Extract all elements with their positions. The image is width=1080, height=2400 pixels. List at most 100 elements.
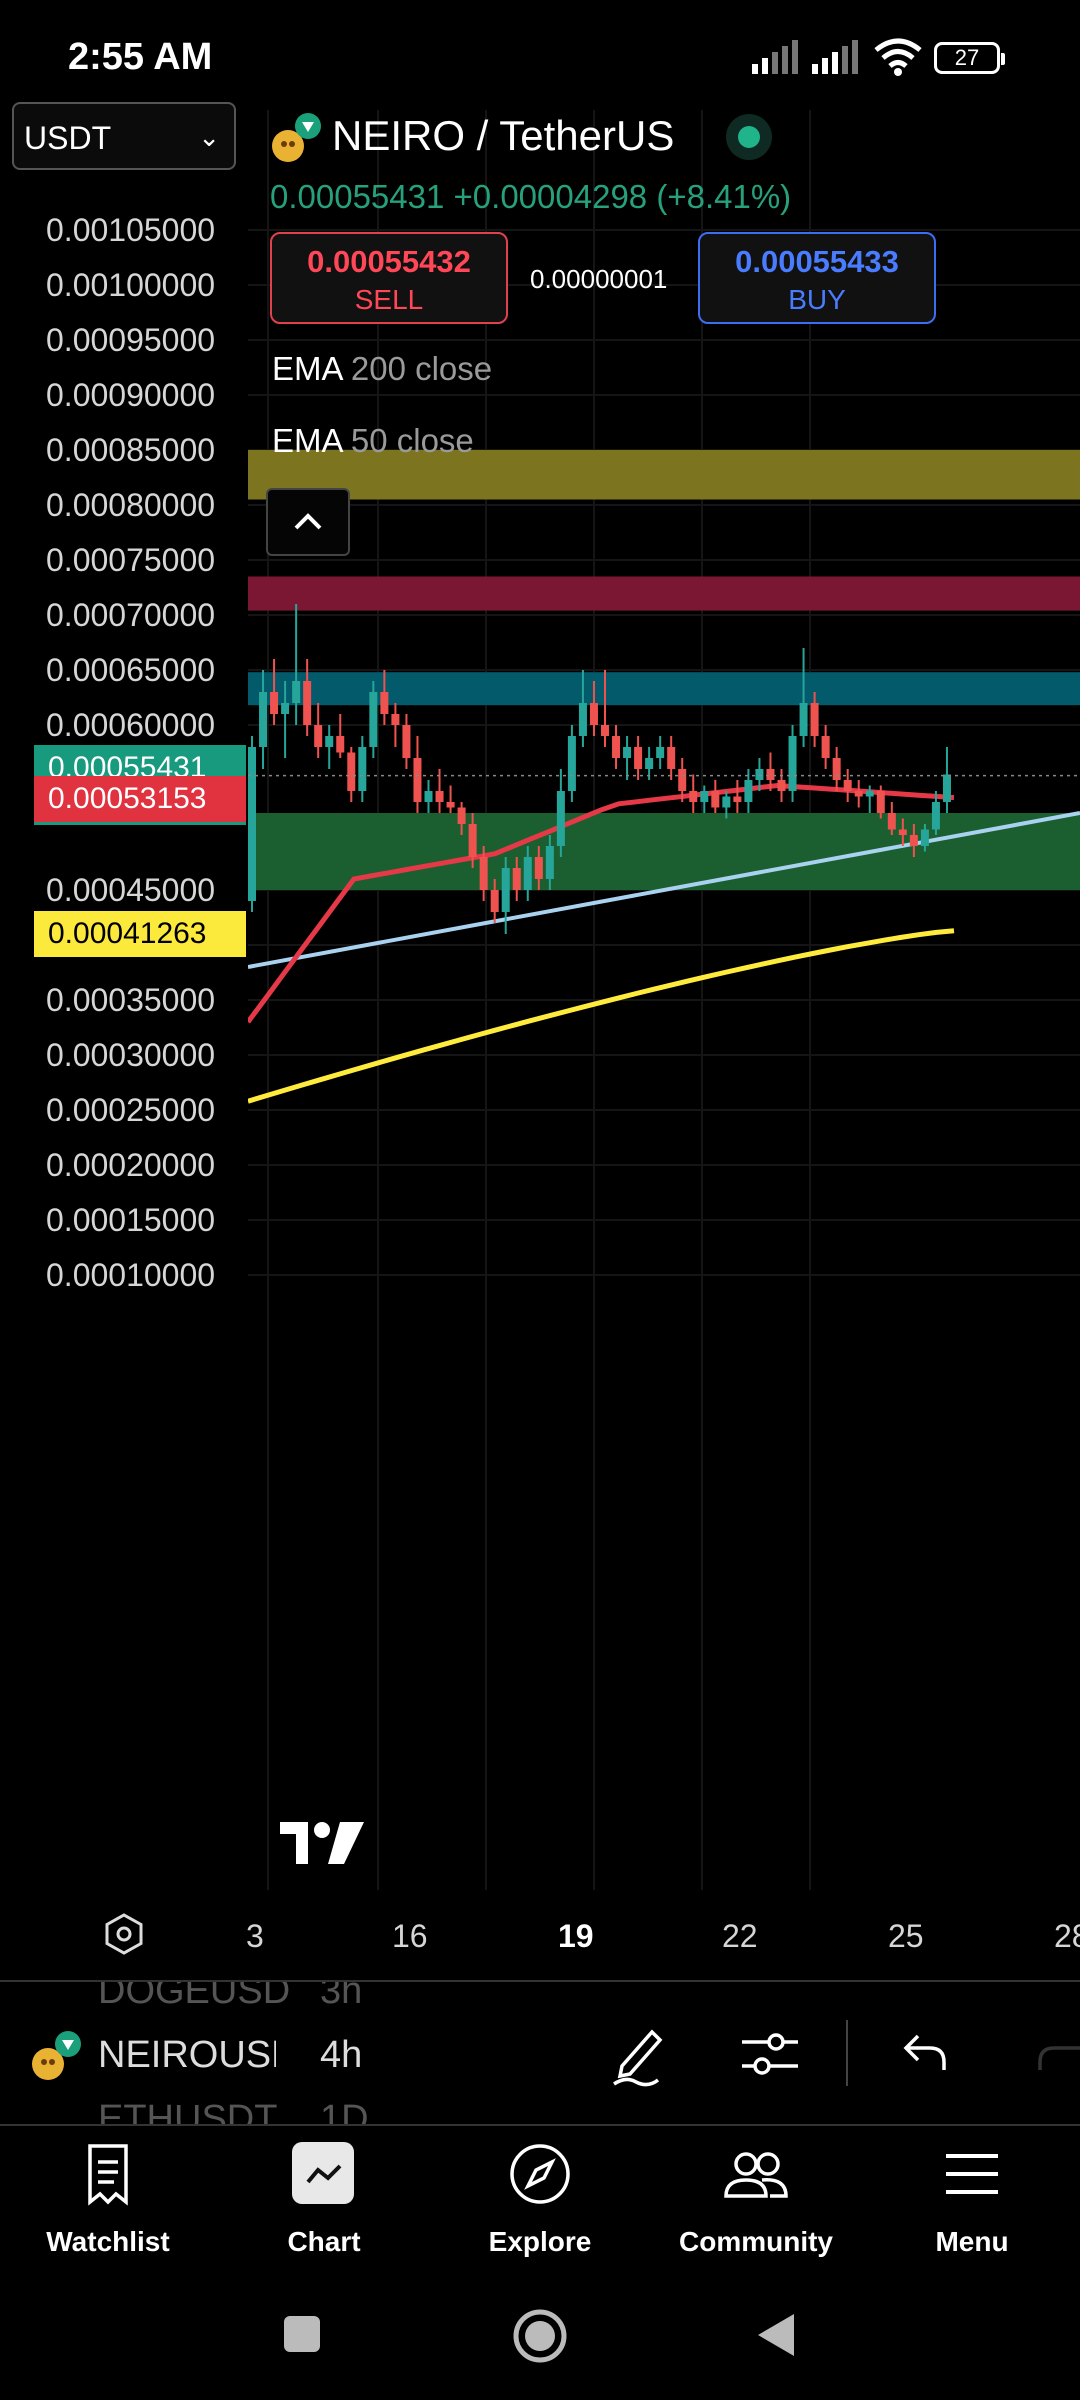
candle-body <box>755 769 764 780</box>
candle-body <box>391 714 400 725</box>
nav-explore[interactable]: Explore <box>432 2128 648 2278</box>
ema50-label: 0.00053153 <box>34 775 246 822</box>
neiro-logo-icon <box>32 2031 81 2080</box>
candle-body <box>270 692 279 714</box>
candle-body <box>281 703 290 714</box>
last-price: 0.00055431 <box>270 178 445 215</box>
battery-indicator: 27 <box>934 42 1005 74</box>
buy-price: 0.00055433 <box>735 244 899 279</box>
nav-community[interactable]: Community <box>648 2128 864 2278</box>
candle-body <box>832 758 841 780</box>
symbol-title[interactable]: NEIRO / TetherUS <box>332 112 675 159</box>
candle-body <box>303 681 312 725</box>
price-chart[interactable] <box>248 110 1080 1890</box>
toolbar-divider <box>846 2020 848 2086</box>
nav-menu[interactable]: Menu <box>864 2128 1080 2278</box>
ema200-label-value: 0.00041263 <box>48 916 207 950</box>
price-tick: 0.00095000 <box>46 322 216 358</box>
market-status-indicator[interactable] <box>726 114 772 160</box>
timeframe-item[interactable]: 3h <box>320 1980 363 2012</box>
nav-label: Explore <box>488 2226 592 2257</box>
date-axis: 3 16 19 22 25 28 <box>0 1890 1080 1980</box>
symbol-list-item[interactable]: DOGEUSD <box>98 1980 291 2012</box>
candle-body <box>457 807 466 824</box>
candle-body <box>358 747 367 791</box>
candle-body <box>347 752 356 791</box>
candle-body <box>645 758 654 769</box>
signal-icon-2 <box>812 40 858 74</box>
date-tick: 19 <box>558 1918 594 1954</box>
date-tick: 22 <box>722 1918 758 1954</box>
recents-icon[interactable] <box>282 2314 322 2354</box>
candle-body <box>634 747 643 769</box>
ema200-label: 0.00041263 <box>34 910 246 957</box>
candle-body <box>336 736 345 753</box>
candle-body <box>479 857 488 890</box>
price-change: +0.00004298 <box>453 178 648 215</box>
sell-button[interactable]: 0.00055432 SELL <box>270 232 508 324</box>
candle-body <box>435 791 444 802</box>
candle-body <box>920 829 929 846</box>
symbol-list-item[interactable]: ETHUSDT <box>98 2098 278 2126</box>
back-icon[interactable] <box>756 2312 796 2358</box>
candle-body <box>556 791 565 846</box>
indicator-ema-200[interactable]: EMA 200 close <box>272 350 492 388</box>
candle-body <box>292 681 301 703</box>
candle-body <box>744 780 753 802</box>
candle-body <box>589 703 598 725</box>
sliders-icon[interactable] <box>740 2026 800 2082</box>
candle-body <box>623 747 632 758</box>
nav-label: Community <box>679 2226 833 2257</box>
nav-chart[interactable]: Chart <box>216 2128 432 2278</box>
candle-body <box>578 703 587 736</box>
price-tick: 0.00035000 <box>46 982 216 1018</box>
candle-body <box>799 703 808 736</box>
timeframe-item-active[interactable]: 4h <box>320 2034 363 2076</box>
price-tick: 0.00070000 <box>46 597 216 633</box>
chart-canvas[interactable] <box>248 110 1080 1890</box>
ema50-label-value: 0.00053153 <box>48 781 207 815</box>
zone-zone_green <box>248 813 1080 890</box>
symbol-list-item-active[interactable]: NEIROUSDT <box>98 2034 276 2076</box>
candle-body <box>810 703 819 736</box>
home-icon[interactable] <box>512 2308 568 2364</box>
price-tick: 0.00085000 <box>46 432 216 468</box>
candle-body <box>931 802 940 830</box>
buy-button[interactable]: 0.00055433 BUY <box>698 232 936 324</box>
timeframe-item[interactable]: 1D <box>320 2098 369 2126</box>
candle-body <box>722 796 731 808</box>
chevron-up-icon <box>294 513 322 530</box>
candle-body <box>501 868 510 912</box>
price-tick: 0.00010000 <box>46 1257 216 1293</box>
indicator-params: 50 close <box>350 422 474 459</box>
community-icon <box>724 2152 788 2198</box>
price-tick: 0.00015000 <box>46 1202 216 1238</box>
candle-body <box>733 796 742 802</box>
nav-label: Watchlist <box>46 2226 170 2257</box>
signal-icon <box>752 40 798 74</box>
candle-body <box>446 802 455 808</box>
price-change-pct: (+8.41%) <box>656 178 792 215</box>
currency-select[interactable]: USDT ⌄ <box>12 102 236 170</box>
zone-zone_red <box>248 576 1080 611</box>
chart-settings-icon[interactable] <box>102 1912 146 1956</box>
redo-icon[interactable] <box>1036 2028 1080 2076</box>
collapse-indicators-button[interactable] <box>266 488 350 556</box>
price-tick: 0.00045000 <box>46 872 216 908</box>
candle-body <box>700 791 709 802</box>
tradingview-logo <box>280 1822 364 1864</box>
indicator-ema-50[interactable]: EMA 50 close <box>272 422 474 460</box>
date-tick: 25 <box>888 1918 924 1954</box>
buy-label: BUY <box>788 284 846 315</box>
candle-body <box>821 736 830 758</box>
nav-watchlist[interactable]: Watchlist <box>0 2128 216 2278</box>
candle-body <box>369 692 378 747</box>
undo-icon[interactable] <box>900 2028 952 2076</box>
price-tick: 0.00060000 <box>46 707 216 743</box>
candle-body <box>490 890 499 912</box>
compass-icon <box>510 2144 570 2204</box>
pencil-icon[interactable] <box>608 2022 668 2088</box>
candle-body <box>612 736 621 758</box>
spread-value: 0.00000001 <box>530 264 668 294</box>
candle-body <box>601 725 609 736</box>
